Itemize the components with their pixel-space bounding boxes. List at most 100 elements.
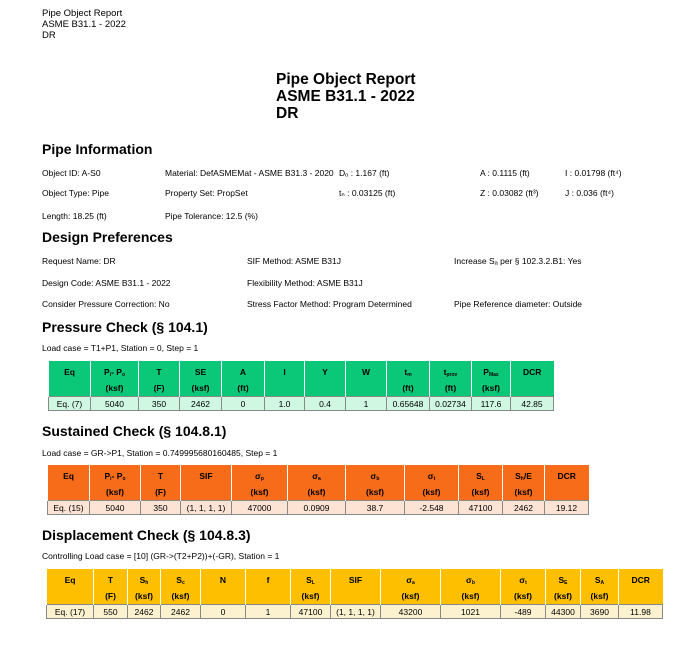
column-unit: (ksf) [404,484,459,501]
column-unit: (ft) [429,380,472,397]
column-unit: (ksf) [502,484,545,501]
table-cell: 19.12 [544,500,589,515]
table-cell: 2462 [179,396,222,411]
column-unit: (ksf) [287,484,346,501]
column-header: SIF [330,569,381,588]
column-unit: (ksf) [471,380,511,397]
column-unit [180,484,232,501]
sustained-table: Eq Pi- Po T SIF σp σa σb σt SL Sh/E DCR (ksf) (F) (ks… [47,465,589,515]
column-header: σa [287,465,346,484]
column-unit: (ksf) [179,380,222,397]
field: Stress Factor Method: Program Determined [247,299,412,309]
column-unit [200,588,246,605]
column-unit: (ft) [386,380,430,397]
table-cell: (1, 1, 1, 1) [330,604,381,619]
column-unit: (ksf) [90,380,139,397]
table-cell: 1 [245,604,291,619]
column-unit: (ksf) [500,588,546,605]
field: Dₒ : 1.167 (ft) [339,168,390,178]
load-case: Load case = T1+P1, Station = 0, Step = 1 [42,343,199,353]
table-cell: 5040 [90,396,139,411]
column-unit: (ksf) [231,484,288,501]
table-cell: 1 [345,396,387,411]
column-header: I [264,361,305,380]
table-row: Eq. (17) 550 2462 2462 0 1 47100 (1, 1, 1, 1) 43… [46,604,663,619]
table-cell: 350 [140,500,181,515]
table-cell: (1, 1, 1, 1) [180,500,232,515]
table-cell: 0.02734 [429,396,472,411]
table-cell: 1.0 [264,396,305,411]
section-heading: Design Preferences [42,229,173,245]
title-line: Pipe Object Report [276,71,416,88]
column-header: f [245,569,291,588]
table-cell: 550 [93,604,128,619]
column-unit: (ksf) [89,484,141,501]
report-title: Pipe Object Report ASME B31.1 - 2022 DR [276,71,416,122]
page-header: Pipe Object Report ASME B31.1 - 2022 DR [42,8,126,41]
table-cell: 11.98 [618,604,663,619]
column-header: Sc [160,569,201,588]
column-header: Y [304,361,346,380]
column-unit: (ksf) [380,588,441,605]
column-unit: (ksf) [160,588,201,605]
column-header: PMax [471,361,511,380]
field: Property Set: PropSet [165,188,248,198]
column-header: Pi- Po [90,361,139,380]
column-header: σt [404,465,459,484]
table-cell: 0 [200,604,246,619]
column-header: Pi- Po [89,465,141,484]
column-header: SE [545,569,581,588]
section-heading: Pipe Information [42,141,153,157]
table-cell: 0.65648 [386,396,430,411]
column-header: tm [386,361,430,380]
column-unit: (ksf) [345,484,405,501]
field: Pipe Reference diameter: Outside [454,299,583,309]
header-line: ASME B31.1 - 2022 [42,19,126,30]
table-cell: 38.7 [345,500,405,515]
column-unit [245,588,291,605]
column-header: SA [580,569,619,588]
table-cell: 47000 [231,500,288,515]
table-cell: 2462 [160,604,201,619]
column-unit: (ksf) [580,588,619,605]
column-unit [304,380,346,397]
table-cell: 2462 [502,500,545,515]
table-cell: 42.85 [510,396,554,411]
field: Pipe Tolerance: 12.5 (%) [165,211,258,221]
column-header: T [93,569,128,588]
table-cell: 2462 [127,604,161,619]
column-header: σa [380,569,441,588]
table-cell: 47100 [458,500,503,515]
column-unit [264,380,305,397]
column-header: SL [458,465,503,484]
header-line: DR [42,30,56,41]
table-cell: 43200 [380,604,441,619]
column-header: T [138,361,180,380]
column-header: Eq [47,465,90,484]
column-header: Eq [48,361,91,380]
column-header: σp [231,465,288,484]
table-cell: Eq. (15) [47,500,90,515]
column-header: A [221,361,265,380]
load-case: Controlling Load case = [10] (GR->(T2+P2… [42,551,280,561]
field: Design Code: ASME B31.1 - 2022 [42,278,171,288]
field: Length: 18.25 (ft) [42,211,107,221]
field: I : 0.01798 (ft⁴) [565,168,622,178]
column-header: σt [500,569,546,588]
table-cell: 0.0909 [287,500,346,515]
title-line: ASME B31.1 - 2022 [276,88,415,105]
header-line: Pipe Object Report [42,8,123,19]
column-unit [48,380,91,397]
column-unit: (ksf) [440,588,501,605]
column-unit: (ksf) [458,484,503,501]
table-cell: 350 [138,396,180,411]
column-unit [510,380,554,397]
column-header: DCR [544,465,589,484]
table-row: Eq. (7) 5040 350 2462 0 1.0 0.4 1 0.65648 0.02734… [48,396,554,411]
title-line: DR [276,105,299,122]
section-heading: Displacement Check (§ 104.8.3) [42,527,251,543]
column-header: T [140,465,181,484]
column-header: SE [179,361,222,380]
